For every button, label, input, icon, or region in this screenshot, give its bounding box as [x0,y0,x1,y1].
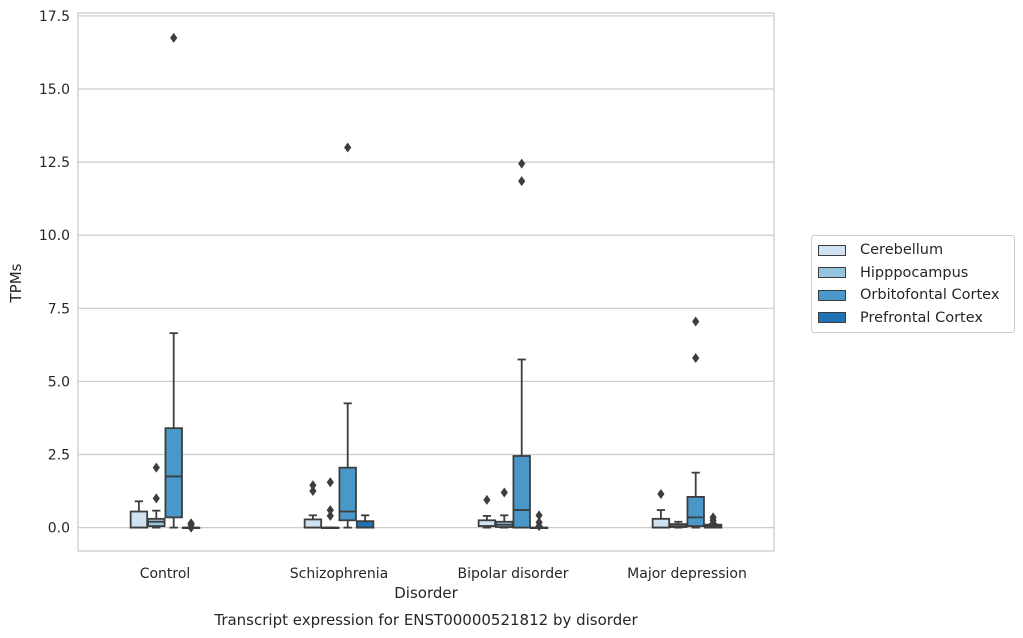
box-group [164,32,183,529]
outlier-point [657,488,665,499]
legend-label: Cerebellum [860,242,944,259]
legend-item-cerebellum: Cerebellum [812,239,1014,262]
box-group [529,510,549,532]
box [686,496,705,528]
legend-label: Orbitofontal Cortex [860,287,1000,304]
x-tick-label: Bipolar disorder [457,566,568,582]
box-group [651,488,671,529]
plot-frame [77,12,775,552]
outlier-point [500,487,508,498]
outlier-point [483,494,491,505]
box-plot-area [129,32,723,533]
box-group [477,494,497,529]
legend-swatch [818,244,846,256]
y-tick-label: 2.5 [48,448,70,464]
y-tick-label: 5.0 [48,374,70,390]
box-group [686,316,705,529]
outlier-point [152,493,160,504]
legend-label: Prefrontal Cortex [860,309,983,326]
x-tick-label: Major depression [627,566,747,582]
outlier-point [326,510,334,521]
y-tick-labels: 0.0 2.5 5.0 7.5 10.0 12.5 15.0 17.5 [39,9,70,537]
box-group [512,158,531,529]
outlier-point [535,517,543,528]
chart-title: Transcript expression for ENST0000052181… [213,611,638,629]
box-group [669,520,688,529]
y-tick-label: 0.0 [48,521,70,537]
outlier-point [326,477,334,488]
y-axis-label: TPMs [7,263,25,303]
y-tick-label: 15.0 [39,82,70,98]
outlier-point [518,158,526,169]
y-tick-label: 10.0 [39,228,70,244]
x-axis-label: Disorder [394,584,458,602]
x-tick-label: Control [140,566,191,582]
box-group [338,142,357,529]
outlier-point [344,142,352,153]
box [303,518,323,529]
legend: Cerebellum Hipppocampus Orbitofontal Cor… [811,235,1015,333]
box [651,517,671,529]
outlier-point [692,353,700,364]
box [338,466,357,522]
box [512,455,531,529]
outlier-point [535,510,543,521]
box-group [129,500,149,529]
outlier-point [309,486,317,497]
legend-swatch [818,289,846,301]
grid-lines [78,15,774,529]
box [129,510,149,529]
outlier-point [518,176,526,187]
y-tick-label: 12.5 [39,155,70,171]
y-tick-label: 17.5 [39,9,70,25]
legend-swatch [818,312,846,324]
legend-item-orbitofrontal-cortex: Orbitofontal Cortex [812,284,1014,307]
legend-item-hippocampus: Hipppocampus [812,262,1014,285]
outlier-point [309,480,317,491]
legend-swatch [818,267,846,279]
outlier-point [170,32,178,43]
box-group [355,514,375,529]
box [355,520,375,529]
box-group [321,477,340,530]
box-group [703,512,723,529]
x-tick-label: Schizophrenia [290,566,388,582]
outlier-point [152,462,160,473]
box-group [303,480,323,529]
outlier-point [692,316,700,327]
box-group [147,462,166,529]
outlier-point [326,505,334,516]
box-group [181,518,201,533]
outlier-point [187,518,195,529]
legend-item-prefrontal-cortex: Prefrontal Cortex [812,307,1014,330]
legend-label: Hipppocampus [860,264,969,281]
y-tick-label: 7.5 [48,301,70,317]
x-tick-labels: Control Schizophrenia Bipolar disorder Majo… [140,566,747,582]
box [164,427,183,519]
outlier-point [709,512,717,523]
box-group [495,487,514,529]
